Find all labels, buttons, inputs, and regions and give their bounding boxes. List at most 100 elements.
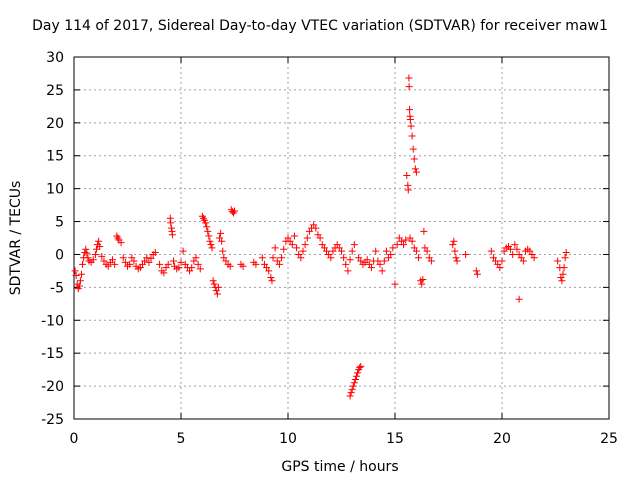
data-point [95,237,103,245]
y-tick-label: 25 [46,83,64,99]
data-point [391,280,399,288]
data-point [288,241,296,249]
data-point [202,219,210,227]
data-point [111,260,119,268]
y-tick-label: -25 [41,412,64,428]
data-point [170,257,178,265]
data-point [342,260,350,268]
y-tick-label: 20 [46,116,64,132]
data-point [450,237,458,245]
data-point [203,223,211,231]
data-point [348,385,356,393]
data-point [376,260,384,268]
data-point [194,260,202,268]
data-point [423,247,431,255]
data-point [147,254,155,262]
data-point [473,270,481,278]
data-point [406,106,414,114]
data-point [217,229,225,237]
data-point [498,257,506,265]
data-point [280,245,288,253]
data-point [418,280,426,288]
x-tick-label: 20 [493,431,511,447]
data-point [410,155,418,163]
data-point [449,241,457,249]
data-point [511,241,519,249]
x-tick-label: 25 [600,431,618,447]
data-point [278,254,286,262]
data-point [507,245,515,253]
data-point [258,254,266,262]
data-point [265,267,273,275]
data-point [226,262,234,270]
data-point [231,207,238,215]
data-point [91,250,99,258]
data-point [400,241,408,249]
data-point [177,258,185,266]
x-axis-label: GPS time / hours [281,459,398,475]
data-point [269,254,277,262]
data-point [179,247,187,255]
data-point [75,282,83,290]
data-point [558,277,566,285]
data-point [208,244,216,252]
y-tick-label: -10 [41,313,64,329]
y-tick-label: -20 [41,379,64,395]
data-point [403,171,411,179]
data-point [352,372,360,380]
data-point [213,290,221,298]
data-point [356,364,364,372]
data-point [160,269,168,277]
data-point [121,258,129,266]
data-point [509,250,517,258]
data-point [407,122,415,130]
data-point [167,219,175,227]
data-point [316,234,324,242]
y-axis-label: SDTVAR / TECUs [8,181,24,296]
data-point [367,264,375,272]
x-tick-label: 0 [70,431,79,447]
data-point [372,247,380,255]
plot-frame [73,56,610,420]
axis-ticks: 0 5 10 15 20 25 30 25 20 15 10 5 0 -5 -10 -15 -20 -25 [41,50,618,447]
data-point [290,232,298,240]
data-point [487,247,495,255]
data-point [496,264,504,272]
data-point [145,258,153,266]
data-point [204,227,212,235]
data-point [207,241,215,249]
data-point [327,254,335,262]
data-point [382,247,390,255]
data-point [363,256,371,264]
data-point [554,257,562,265]
data-point [452,254,460,262]
data-point [210,280,218,288]
data-point [357,362,365,370]
data-point [350,379,358,387]
y-tick-label: 15 [46,149,64,165]
data-point [76,277,84,285]
data-point [408,132,416,140]
data-point [188,264,196,272]
data-point [409,145,417,153]
data-point [104,262,112,270]
data-point [84,254,92,262]
data-point [406,116,414,124]
data-point [218,237,226,245]
data-point [419,275,427,283]
data-point [301,241,309,249]
data-point [346,256,354,264]
y-tick-label: 5 [55,215,64,231]
data-point [130,257,138,265]
data-point [340,254,348,262]
data-point [303,234,311,242]
data-point [209,277,217,285]
data-point [427,257,435,265]
data-point [408,237,416,245]
data-point [404,186,412,194]
data-point [214,283,222,291]
data-point [560,264,568,272]
data-point [346,392,354,400]
data-point [380,257,388,265]
